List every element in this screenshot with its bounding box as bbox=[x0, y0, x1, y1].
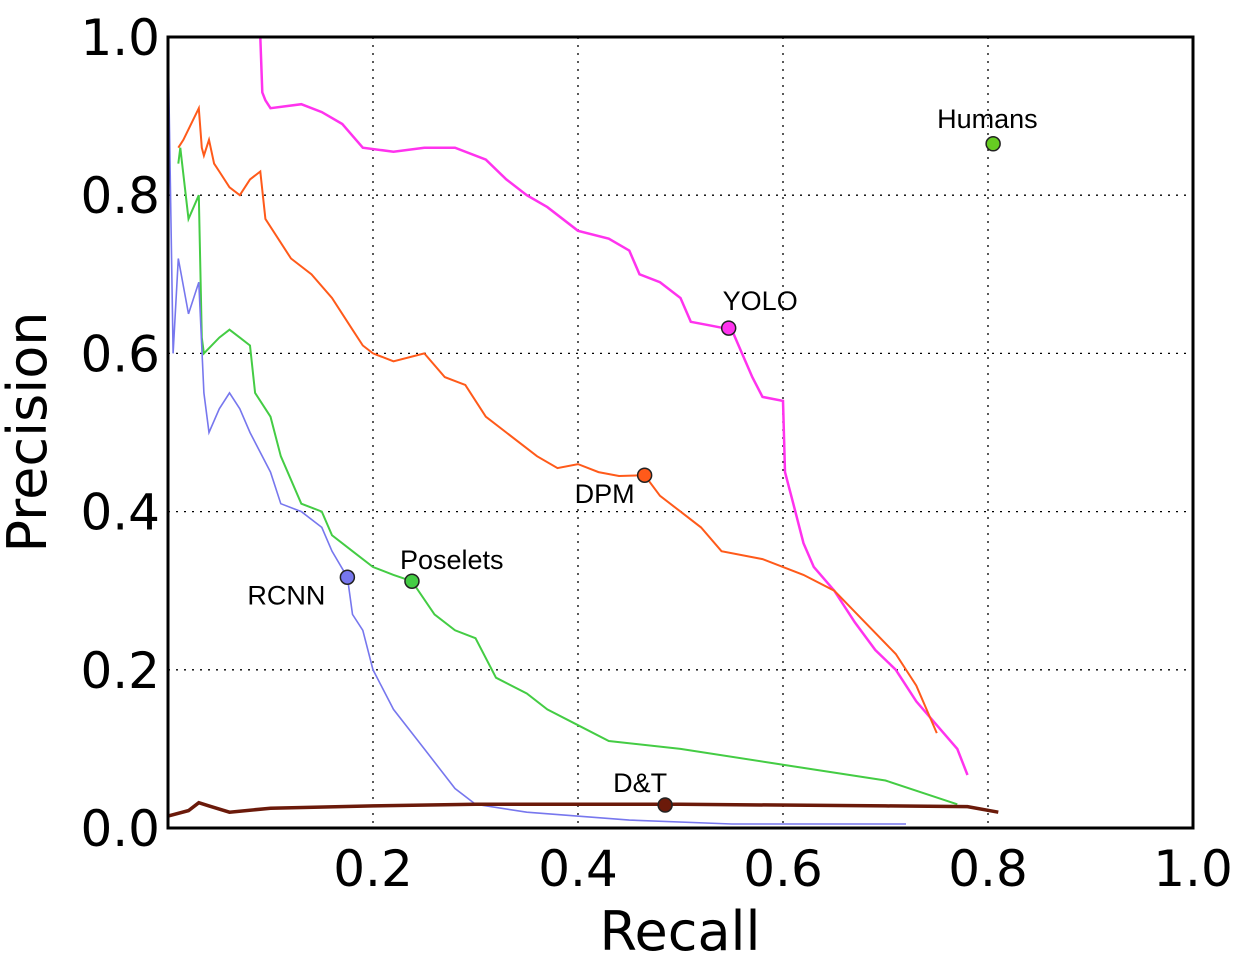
label-humans: Humans bbox=[937, 104, 1038, 134]
y-tick-label: 0.6 bbox=[80, 325, 160, 383]
marker-dpm bbox=[636, 467, 653, 483]
x-tick-label: 0.4 bbox=[538, 840, 618, 898]
y-tick-label: 0.0 bbox=[80, 800, 160, 858]
series-line-poselets bbox=[177, 147, 958, 806]
plot-frame bbox=[166, 35, 1195, 830]
marker-poselets bbox=[404, 573, 420, 589]
label-rcnn: RCNN bbox=[247, 580, 325, 610]
tick-labels: 0.2 0.4 0.6 0.8 1.0 0.0 0.2 0.4 0.6 0.8 1.0 bbox=[80, 9, 1232, 898]
x-tick-label: 0.2 bbox=[333, 840, 413, 898]
y-tick-label: 0.4 bbox=[80, 484, 160, 542]
x-tick-label: 0.8 bbox=[948, 840, 1028, 898]
x-tick-label: 1.0 bbox=[1153, 840, 1233, 898]
marker-yolo bbox=[720, 320, 737, 336]
y-tick-label: 0.8 bbox=[80, 167, 160, 225]
series-line-dpm bbox=[177, 104, 938, 734]
x-axis-label: Recall bbox=[599, 900, 760, 959]
label-d-t: D&T bbox=[613, 768, 667, 798]
y-axis-label: Precision bbox=[0, 312, 59, 553]
series-line-rcnn bbox=[167, 36, 906, 825]
y-tick-label: 1.0 bbox=[80, 9, 160, 67]
series-line-yolo bbox=[168, 35, 969, 776]
marker-rcnn bbox=[339, 569, 356, 586]
marker-humans bbox=[985, 136, 1001, 152]
label-dpm: DPM bbox=[575, 479, 635, 509]
label-yolo: YOLO bbox=[723, 286, 798, 316]
y-tick-label: 0.2 bbox=[80, 642, 160, 700]
series-lines bbox=[167, 35, 999, 825]
series-line-d-t bbox=[167, 800, 999, 818]
label-poselets: Poselets bbox=[400, 545, 504, 575]
x-tick-label: 0.6 bbox=[743, 840, 823, 898]
series-markers: YOLO DPM Poselets RCNN D&T Humans bbox=[247, 104, 1038, 813]
grid bbox=[168, 37, 1193, 828]
marker-d-t bbox=[657, 797, 673, 813]
